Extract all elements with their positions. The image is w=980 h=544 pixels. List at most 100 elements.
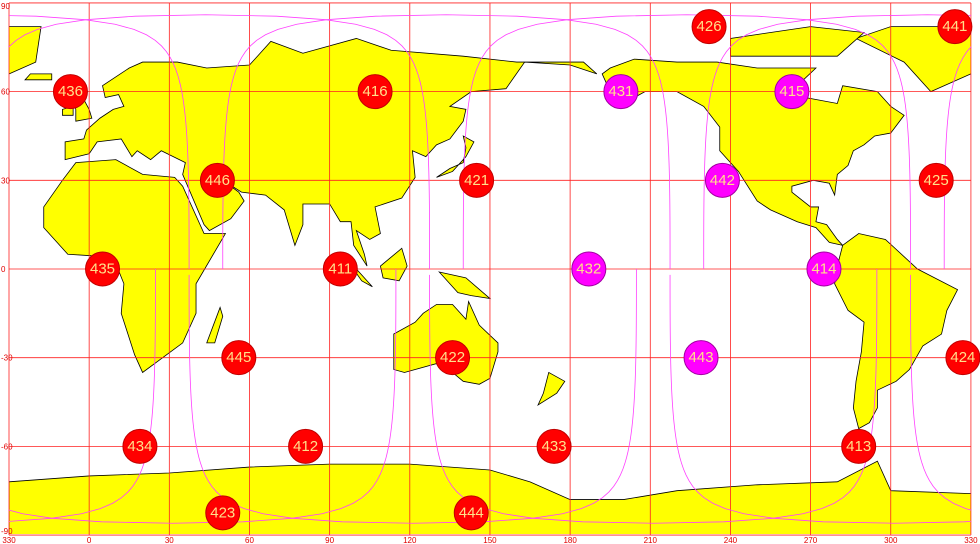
satellite-label: 421 <box>464 172 489 189</box>
satellite-431[interactable]: 431 <box>603 74 639 110</box>
satellite-label: 423 <box>210 504 235 521</box>
y-tick-label: 60 <box>1 88 10 97</box>
satellite-425[interactable]: 425 <box>918 162 954 198</box>
satellite-label: 441 <box>942 18 967 35</box>
satellite-445[interactable]: 445 <box>221 340 257 376</box>
satellite-442[interactable]: 442 <box>704 162 740 198</box>
land-iceland <box>24 73 53 81</box>
orbit-track <box>9 15 190 270</box>
satellite-label: 425 <box>924 172 949 189</box>
x-tick-label: 330 <box>2 536 16 544</box>
land-madagascar <box>206 306 224 344</box>
satellites: 441 426 436 416 431 415 446 421 442 425 435 411 432 4… <box>52 9 980 531</box>
satellite-441[interactable]: 441 <box>937 9 973 45</box>
satellite-marker <box>683 340 719 376</box>
satellite-432[interactable]: 432 <box>571 251 607 287</box>
satellite-marker <box>288 428 324 464</box>
orbit-track <box>188 268 637 524</box>
satellite-marker <box>841 428 877 464</box>
land-nz <box>537 371 566 407</box>
land-northamerica <box>601 58 905 247</box>
satellite-marker <box>221 340 257 376</box>
satellite-marker <box>199 162 235 198</box>
satellite-421[interactable]: 421 <box>459 162 495 198</box>
satellite-marker <box>205 495 241 531</box>
satellite-label: 445 <box>226 349 251 366</box>
orbit-track <box>669 274 971 524</box>
satellite-marker <box>322 251 358 287</box>
satellite-435[interactable]: 435 <box>85 251 121 287</box>
land-eurasia <box>64 38 598 267</box>
satellite-label: 413 <box>846 438 871 455</box>
satellite-433[interactable]: 433 <box>536 428 572 464</box>
satellite-label: 432 <box>576 261 601 278</box>
satellite-marker <box>691 9 727 45</box>
x-tick-label: 120 <box>403 536 417 544</box>
x-tick-label: 150 <box>483 536 497 544</box>
y-tick-label: -30 <box>1 354 13 363</box>
satellite-423[interactable]: 423 <box>205 495 241 531</box>
satellite-label: 431 <box>608 83 633 100</box>
satellite-marker <box>704 162 740 198</box>
satellite-marker <box>459 162 495 198</box>
satellite-412[interactable]: 412 <box>288 428 324 464</box>
satellite-marker <box>806 251 842 287</box>
land-arcticislands <box>730 26 865 57</box>
satellite-label: 415 <box>779 83 804 100</box>
y-tick-label: 30 <box>1 176 10 185</box>
satellite-444[interactable]: 444 <box>453 495 489 531</box>
satellite-marker <box>603 74 639 110</box>
x-tick-label: 240 <box>724 536 738 544</box>
satellite-marker <box>122 428 158 464</box>
satellite-label: 446 <box>205 172 230 189</box>
satellite-label: 422 <box>440 349 465 366</box>
satellite-426[interactable]: 426 <box>691 9 727 45</box>
satellite-marker <box>52 74 88 110</box>
satellite-label: 434 <box>127 438 152 455</box>
satellite-marker <box>85 251 121 287</box>
satellite-label: 424 <box>950 349 975 366</box>
satellite-label: 435 <box>90 261 115 278</box>
satellite-414[interactable]: 414 <box>806 251 842 287</box>
y-tick-label: -90 <box>1 527 13 536</box>
orbit-track <box>429 268 878 524</box>
satellite-marker <box>453 495 489 531</box>
x-tick-label: 0 <box>87 536 92 544</box>
satellite-415[interactable]: 415 <box>774 74 810 110</box>
satellite-label: 412 <box>293 438 318 455</box>
y-tick-label: 90 <box>1 2 10 11</box>
land-japan <box>436 135 475 178</box>
satellite-label: 416 <box>363 83 388 100</box>
x-tick-label: 210 <box>644 536 658 544</box>
land-southamerica <box>834 233 959 430</box>
satellite-marker <box>536 428 572 464</box>
satellite-443[interactable]: 443 <box>683 340 719 376</box>
orbit-track <box>910 274 971 511</box>
satellite-label: 414 <box>811 261 836 278</box>
land-borneo <box>379 247 408 282</box>
y-tick-label: -60 <box>1 442 13 451</box>
satellite-422[interactable]: 422 <box>435 340 471 376</box>
x-tick-label: 300 <box>884 536 898 544</box>
land-greenland <box>9 26 42 75</box>
satellite-436[interactable]: 436 <box>52 74 88 110</box>
satellite-424[interactable]: 424 <box>945 340 980 376</box>
satellite-446[interactable]: 446 <box>199 162 235 198</box>
satellite-413[interactable]: 413 <box>841 428 877 464</box>
x-tick-label: 270 <box>804 536 818 544</box>
satellite-411[interactable]: 411 <box>322 251 358 287</box>
satellite-label: 442 <box>710 172 735 189</box>
x-tick-label: 90 <box>325 536 334 544</box>
satellite-416[interactable]: 416 <box>357 74 393 110</box>
satellite-label: 444 <box>459 504 484 521</box>
orbit-track <box>9 268 397 524</box>
satellite-label: 433 <box>542 438 567 455</box>
x-tick-label: 330 <box>964 536 978 544</box>
satellite-434[interactable]: 434 <box>122 428 158 464</box>
orbit-track <box>703 14 971 270</box>
x-tick-label: 30 <box>165 536 174 544</box>
satellite-label: 411 <box>328 261 352 278</box>
